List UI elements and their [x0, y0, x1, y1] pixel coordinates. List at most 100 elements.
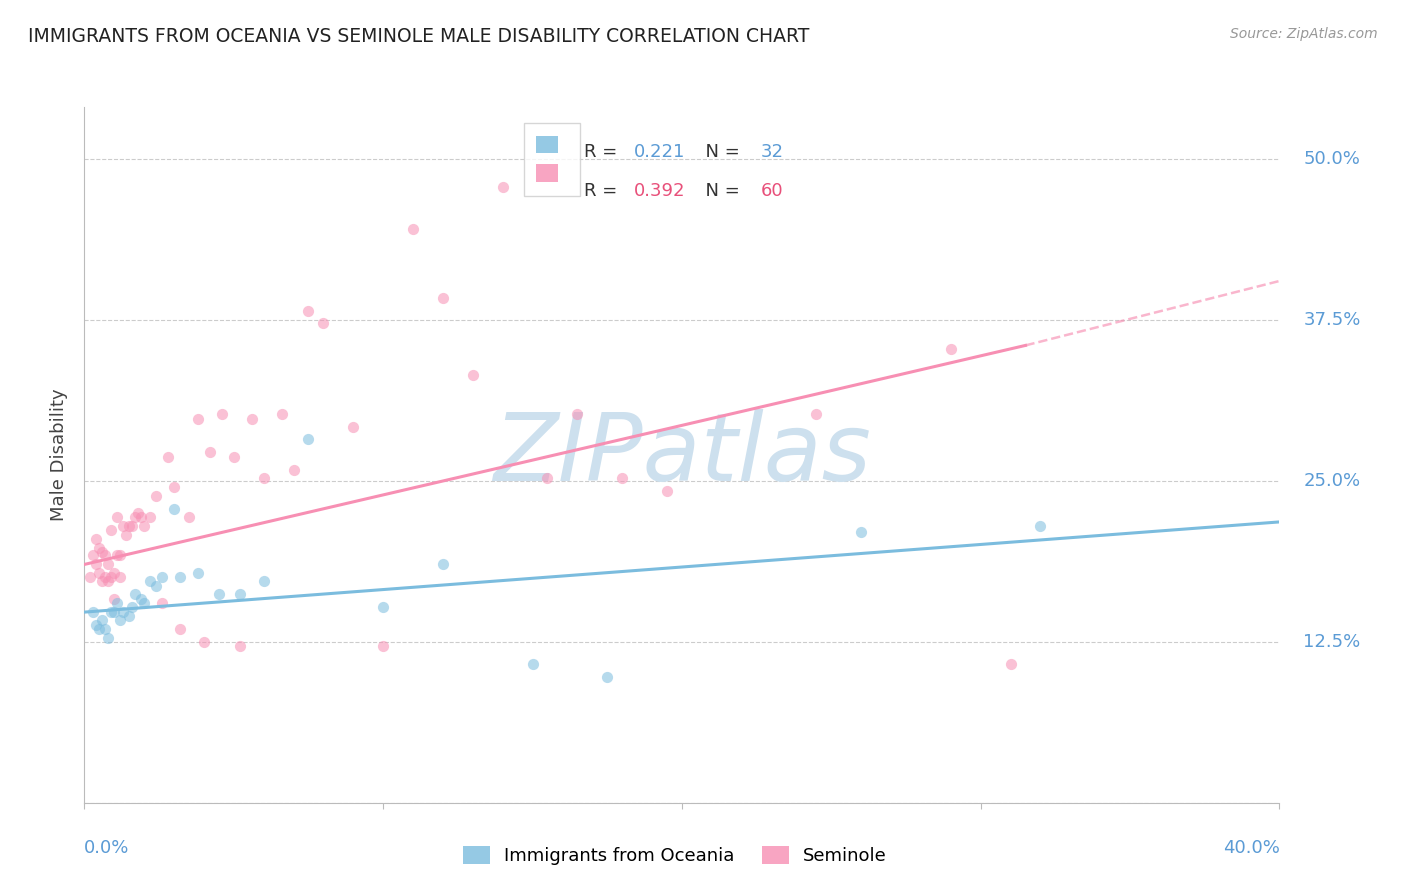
Point	[129, 509, 152, 524]
Point	[97, 631, 120, 645]
Point	[112, 605, 135, 619]
Point	[150, 596, 173, 610]
Point	[342, 419, 364, 434]
Point	[270, 407, 292, 421]
Point	[402, 222, 425, 236]
Point	[163, 502, 186, 516]
Point	[91, 544, 114, 558]
Text: R =: R =	[583, 144, 623, 161]
Point	[145, 489, 167, 503]
Point	[208, 587, 231, 601]
Text: 12.5%: 12.5%	[1303, 632, 1361, 651]
Text: 60: 60	[761, 182, 783, 200]
Point	[228, 639, 252, 653]
Point	[939, 343, 962, 357]
Text: 0.221: 0.221	[634, 144, 686, 161]
Point	[253, 574, 276, 589]
Point	[610, 471, 633, 485]
Point	[536, 471, 558, 485]
Point	[806, 407, 828, 421]
Point	[103, 605, 125, 619]
Point	[145, 579, 167, 593]
Point	[103, 566, 125, 581]
Point	[82, 549, 104, 563]
Point	[89, 622, 111, 636]
Point	[86, 532, 108, 546]
Point	[522, 657, 544, 671]
Point	[91, 613, 114, 627]
Point	[105, 596, 128, 610]
Point	[132, 596, 156, 610]
Point	[1029, 518, 1052, 533]
Point	[86, 558, 108, 572]
Point	[105, 549, 128, 563]
Point	[94, 549, 117, 563]
Point	[312, 317, 335, 331]
Point	[139, 509, 162, 524]
Point	[461, 368, 484, 382]
Point	[371, 599, 394, 614]
Point	[655, 483, 678, 498]
Y-axis label: Male Disability: Male Disability	[51, 389, 69, 521]
Point	[371, 639, 394, 653]
Point	[198, 445, 221, 459]
Text: R =: R =	[583, 182, 623, 200]
Point	[169, 622, 191, 636]
Point	[129, 592, 152, 607]
Point	[124, 587, 146, 601]
Point	[163, 480, 186, 494]
Point	[89, 566, 111, 581]
Point	[94, 570, 117, 584]
Text: 25.0%: 25.0%	[1303, 472, 1361, 490]
Point	[121, 518, 143, 533]
Point	[86, 618, 108, 632]
Point	[91, 574, 114, 589]
Text: 40.0%: 40.0%	[1223, 838, 1279, 857]
Point	[150, 570, 173, 584]
Point	[187, 566, 209, 581]
Text: Source: ZipAtlas.com: Source: ZipAtlas.com	[1230, 27, 1378, 41]
Point	[849, 525, 872, 540]
Point	[228, 587, 252, 601]
Point	[240, 412, 263, 426]
Point	[110, 613, 132, 627]
Point	[112, 518, 135, 533]
Point	[187, 412, 209, 426]
Point	[157, 450, 180, 465]
Point	[79, 570, 101, 584]
Point	[177, 509, 200, 524]
Point	[127, 506, 149, 520]
Legend: Immigrants from Oceania, Seminole: Immigrants from Oceania, Seminole	[454, 838, 896, 874]
Point	[222, 450, 245, 465]
Point	[118, 518, 141, 533]
Point	[253, 471, 276, 485]
Point	[1000, 657, 1022, 671]
Point	[100, 605, 122, 619]
Text: 50.0%: 50.0%	[1303, 150, 1360, 168]
Point	[100, 570, 122, 584]
Point	[297, 303, 319, 318]
Point	[110, 549, 132, 563]
Point	[169, 570, 191, 584]
Point	[110, 570, 132, 584]
Point	[89, 541, 111, 555]
Point	[105, 509, 128, 524]
Point	[432, 558, 454, 572]
Text: 37.5%: 37.5%	[1303, 310, 1361, 328]
Point	[124, 509, 146, 524]
Point	[283, 463, 305, 477]
Point	[115, 528, 138, 542]
Text: ZIPatlas: ZIPatlas	[494, 409, 870, 500]
Point	[567, 407, 589, 421]
Point	[193, 634, 215, 648]
Point	[432, 291, 454, 305]
Point	[103, 592, 125, 607]
Point	[121, 599, 143, 614]
Point	[211, 407, 233, 421]
Point	[97, 574, 120, 589]
Point	[100, 523, 122, 537]
Point	[492, 180, 515, 194]
Point	[94, 622, 117, 636]
Point	[596, 669, 619, 683]
Point	[118, 609, 141, 624]
